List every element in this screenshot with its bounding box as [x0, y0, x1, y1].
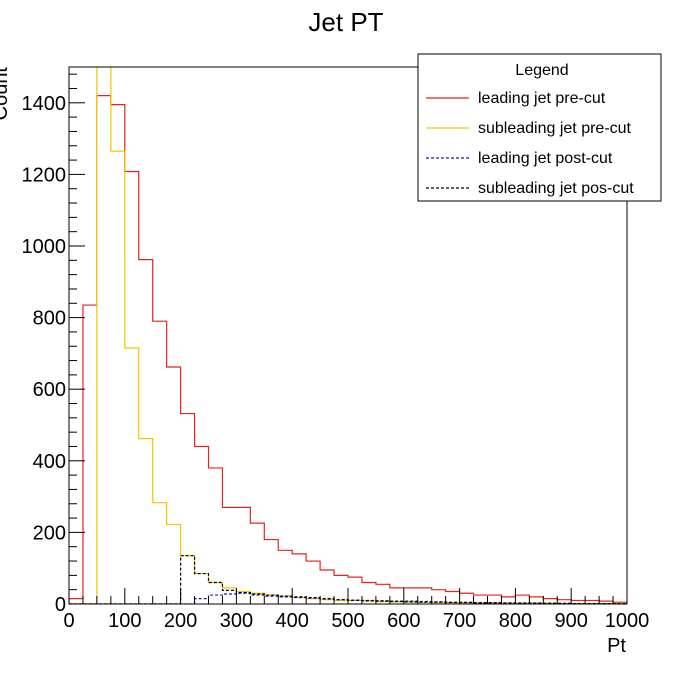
axis-layer: 0 100 200 300 400 500 600 700 800 900 1000 0 200 400 6…	[22, 73, 650, 632]
legend-label: subleading jet pos-cut	[478, 180, 634, 197]
legend-label: leading jet pre-cut	[478, 90, 606, 107]
legend-title: Legend	[515, 62, 568, 79]
plot-frame	[68, 66, 628, 605]
x-tick-label: 800	[499, 610, 532, 632]
legend-entries: leading jet pre-cut subleading jet pre-cu…	[426, 90, 634, 197]
x-tick-label: 1000	[605, 610, 650, 632]
y-tick-label: 600	[33, 379, 66, 401]
x-tick-label: 500	[331, 610, 364, 632]
x-tick-label: 700	[443, 610, 476, 632]
y-axis-title: Count	[0, 67, 12, 121]
x-tick-label: 400	[276, 610, 309, 632]
y-tick-label: 200	[33, 522, 66, 544]
x-tick-label: 300	[220, 610, 253, 632]
y-tick-label: 1200	[22, 164, 67, 186]
x-axis-title: Pt	[607, 635, 626, 657]
x-tick-label: 200	[164, 610, 197, 632]
series-1-line	[69, 95, 627, 604]
y-tick-label: 1400	[22, 93, 67, 115]
legend-label: leading jet post-cut	[478, 150, 613, 167]
y-tick-label: 800	[33, 308, 66, 330]
y-tick-label: 1000	[22, 236, 67, 258]
x-tick-label: 0	[63, 610, 74, 632]
chart-title: Jet PT	[308, 7, 383, 37]
x-tick-label: 900	[555, 610, 588, 632]
legend: Legend leading jet pre-cut subleading jet…	[417, 53, 662, 202]
x-tick-label: 100	[108, 610, 141, 632]
legend-label: subleading jet pre-cut	[478, 120, 632, 137]
y-tick-label: 0	[55, 594, 66, 616]
x-tick-label: 600	[387, 610, 420, 632]
y-tick-label: 400	[33, 451, 66, 473]
